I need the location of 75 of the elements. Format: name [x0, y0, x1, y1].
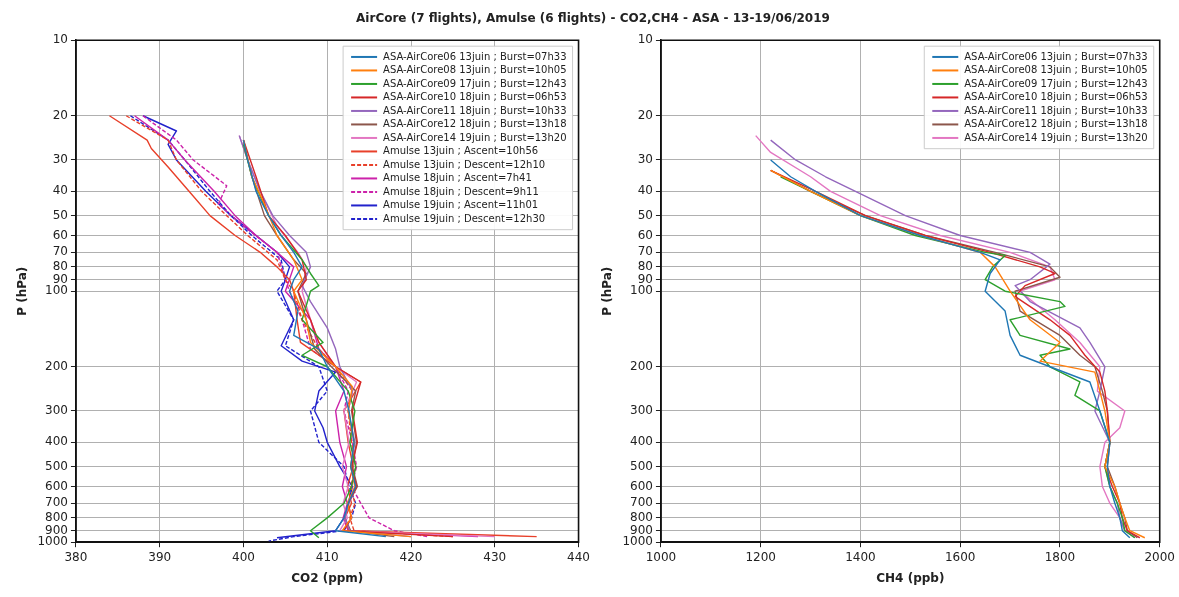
y-tick-label: 40: [52, 183, 68, 198]
chart-title: AirCore (7 flights), Amulse (6 flights) - CO2,CH4 - ASA - 13-19/06/2019: [355, 10, 831, 27]
legend-label: Amulse 19juin ; Ascent=11h01: [383, 199, 539, 211]
y-tick-label: 300: [630, 403, 653, 418]
y-tick-label: 1000: [37, 534, 68, 549]
y-tick-label: 50: [52, 207, 68, 222]
legend-label: ASA-AirCore09 17juin ; Burst=12h43: [964, 77, 1148, 89]
y-tick-label: 100: [45, 283, 68, 298]
legend-label: Amulse 13juin ; Descent=12h10: [383, 158, 546, 170]
y-tick-label: 500: [630, 458, 653, 473]
y-tick-label: 50: [637, 207, 653, 222]
y-tick-label: 600: [45, 478, 68, 493]
y-axis-title: P (hPa): [15, 266, 30, 316]
y-tick-label: 200: [45, 358, 68, 373]
y-tick-label: 30: [637, 152, 653, 167]
y-tick-label: 400: [45, 434, 68, 449]
x-tick-label: 420: [399, 549, 423, 564]
y-tick-label: 70: [637, 244, 653, 259]
x-tick-label: 2000: [1144, 549, 1175, 564]
legend-label: ASA-AirCore10 18juin ; Burst=06h53: [964, 91, 1148, 103]
y-tick-label: 60: [637, 227, 653, 242]
y-tick-label: 600: [630, 478, 653, 493]
legend-label: ASA-AirCore08 13juin ; Burst=10h05: [964, 64, 1148, 76]
y-tick-label: 20: [52, 107, 68, 122]
legend-label: ASA-AirCore11 18juin ; Burst=10h33: [383, 104, 567, 116]
legend-label: Amulse 18juin ; Ascent=7h41: [383, 172, 532, 184]
legend-label: ASA-AirCore12 18juin ; Burst=13h18: [383, 118, 567, 130]
y-tick-label: 60: [52, 227, 68, 242]
y-axis-title: P (hPa): [600, 266, 615, 316]
y-tick-label: 80: [52, 259, 68, 273]
legend-label: ASA-AirCore11 18juin ; Burst=10h33: [964, 104, 1148, 116]
x-tick-label: 380: [64, 549, 88, 564]
x-tick-label: 1600: [944, 549, 976, 564]
x-tick-label: 440: [567, 549, 590, 564]
y-tick-label: 10: [52, 32, 68, 47]
y-tick-label: 900: [630, 522, 653, 537]
x-tick-label: 410: [315, 549, 339, 564]
y-tick-label: 90: [637, 271, 653, 286]
legend-label: Amulse 19juin ; Descent=12h30: [383, 212, 546, 224]
legend-label: ASA-AirCore08 13juin ; Burst=10h05: [383, 64, 567, 76]
x-tick-label: 390: [148, 549, 172, 564]
x-tick-label: 1400: [845, 549, 876, 564]
x-axis-title: CO2 (ppm): [291, 570, 364, 585]
x-tick-label: 430: [483, 549, 507, 564]
legend-label: Amulse 13juin ; Ascent=10h56: [383, 145, 539, 157]
y-tick-label: 20: [637, 107, 653, 122]
y-tick-label: 100: [630, 283, 653, 298]
y-tick-label: 1000: [622, 534, 653, 549]
y-tick-label: 800: [630, 510, 653, 524]
y-tick-label: 700: [45, 495, 68, 510]
y-tick-label: 400: [630, 434, 653, 449]
x-tick-label: 1200: [745, 549, 776, 564]
y-tick-label: 10: [637, 32, 653, 47]
legend-label: ASA-AirCore14 19juin ; Burst=13h20: [383, 131, 567, 143]
y-tick-label: 800: [45, 510, 68, 524]
y-tick-label: 900: [45, 522, 68, 537]
legend-label: Amulse 18juin ; Descent=9h11: [383, 185, 539, 197]
y-tick-label: 200: [630, 358, 653, 373]
legend-label: ASA-AirCore06 13juin ; Burst=07h33: [964, 50, 1148, 62]
y-tick-label: 80: [637, 259, 653, 273]
legend-label: ASA-AirCore10 18juin ; Burst=06h53: [383, 91, 567, 103]
x-tick-label: 400: [232, 549, 255, 564]
legend-label: ASA-AirCore12 18juin ; Burst=13h18: [964, 118, 1148, 130]
legend-label: ASA-AirCore09 17juin ; Burst=12h43: [383, 77, 567, 89]
y-tick-label: 300: [45, 403, 68, 418]
y-tick-label: 700: [630, 495, 653, 510]
y-tick-label: 90: [52, 271, 68, 286]
legend-label: ASA-AirCore14 19juin ; Burst=13h20: [964, 131, 1148, 143]
y-tick-label: 500: [45, 458, 68, 473]
y-tick-label: 30: [52, 152, 68, 167]
x-tick-label: 1800: [1044, 549, 1076, 564]
x-axis-title: CH4 (ppb): [876, 570, 945, 585]
legend-label: ASA-AirCore06 13juin ; Burst=07h33: [383, 50, 567, 62]
y-tick-label: 40: [637, 183, 653, 198]
y-tick-label: 70: [52, 244, 68, 259]
